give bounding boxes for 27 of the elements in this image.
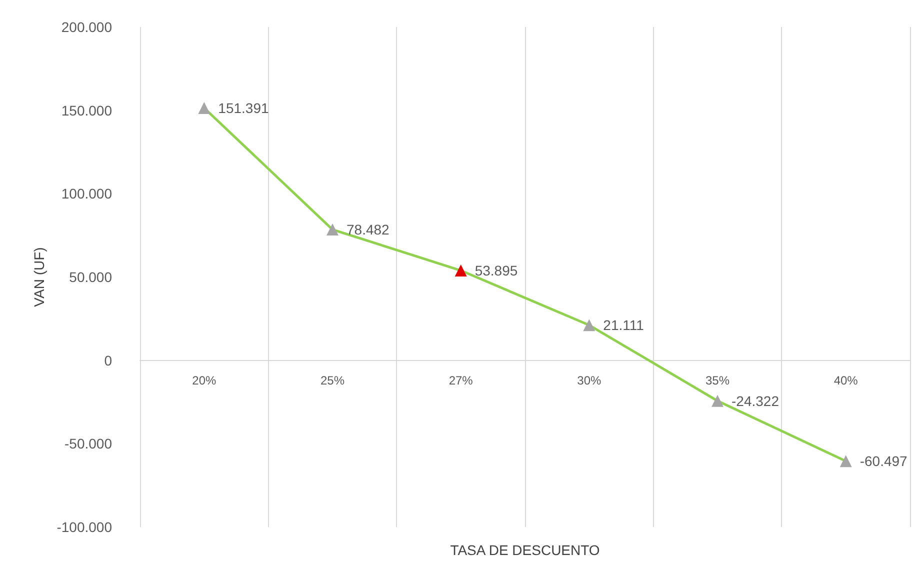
y-tick-label: 200.000 bbox=[61, 19, 112, 35]
point bbox=[454, 264, 467, 277]
point bbox=[712, 394, 724, 407]
point bbox=[583, 319, 596, 332]
data-label: -24.322 bbox=[732, 392, 780, 409]
y-axis-title: VAN (UF) bbox=[30, 247, 47, 307]
data-label: 21.111 bbox=[603, 317, 644, 334]
data-label: 78.482 bbox=[346, 222, 390, 238]
x-tick-label: 30% bbox=[577, 373, 602, 388]
point bbox=[326, 224, 338, 236]
y-tick-label: 0 bbox=[104, 352, 112, 368]
x-tick-label: 35% bbox=[705, 373, 730, 388]
data-label: -60.497 bbox=[860, 453, 908, 470]
x-tick-label: 40% bbox=[834, 373, 858, 388]
y-tick-label: 50.000 bbox=[69, 269, 112, 285]
x-tick-label: 20% bbox=[192, 373, 216, 388]
point bbox=[198, 102, 210, 114]
point bbox=[840, 455, 852, 468]
x-axis-title: TASA DE DESCUENTO bbox=[450, 542, 600, 558]
y-tick-label: 100.000 bbox=[61, 186, 112, 202]
data-label: 151.391 bbox=[218, 100, 269, 116]
x-tick-label: 27% bbox=[448, 373, 474, 388]
y-tick-label: -100.000 bbox=[56, 519, 112, 535]
y-tick-label: -50.000 bbox=[64, 436, 112, 452]
y-tick-label: 150.000 bbox=[61, 102, 112, 118]
data-label: 53.895 bbox=[474, 262, 518, 279]
x-tick-label: 25% bbox=[320, 373, 345, 388]
